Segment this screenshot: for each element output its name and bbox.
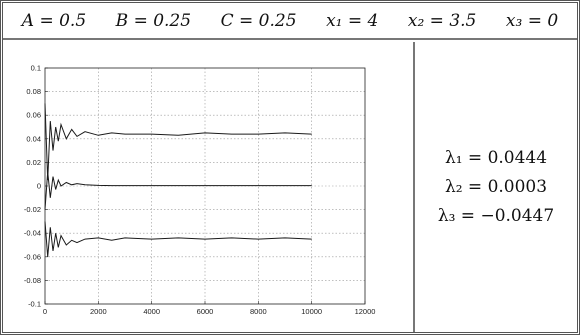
y-tick-label: -0.06 [24,252,41,261]
series-line-3 [44,221,312,257]
lambda-3-value: λ₃ = −0.0447 [437,205,555,226]
y-tick-label: -0.08 [24,276,41,285]
panel-divider [413,42,415,332]
y-tick-label: -0.04 [24,229,41,238]
x-tick-label: 0 [43,307,47,316]
lambda-2-value: λ₂ = 0.0003 [444,176,548,197]
x-tick-label: 8000 [250,307,267,316]
y-tick-label: -0.1 [28,300,41,309]
param-a: A = 0.5 [21,10,87,31]
y-tick-label: 0 [37,182,41,191]
series-line-1 [44,103,312,181]
x-tick-label: 12000 [355,307,376,316]
x-tick-label: 2000 [90,307,107,316]
param-x2: x₂ = 3.5 [407,10,477,31]
y-tick-label: 0.08 [26,87,41,96]
series-line-2 [44,171,312,210]
param-x1: x₁ = 4 [326,10,379,31]
y-tick-label: 0.06 [26,111,41,120]
param-c: C = 0.25 [220,10,297,31]
y-tick-label: 0.1 [31,64,41,73]
lyapunov-chart: 0 2000 4000 6000 8000 10000 12000 0.1 0.08 0.06 0.… [24,64,376,317]
x-tick-label: 10000 [301,307,322,316]
param-b: B = 0.25 [115,10,192,31]
results-panel: λ₁ = 0.0444 λ₂ = 0.0003 λ₃ = −0.0447 [415,42,577,332]
y-tick-label: 0.04 [26,134,41,143]
chart-panel: 0 2000 4000 6000 8000 10000 12000 0.1 0.08 0.06 0.… [3,42,413,332]
param-x3: x₃ = 0 [505,10,559,31]
lambda-1-value: λ₁ = 0.0444 [444,147,548,168]
y-tick-label: 0.02 [26,158,41,167]
parameter-header: A = 0.5 B = 0.25 C = 0.25 x₁ = 4 x₂ = 3.… [3,3,577,40]
y-tick-label: -0.02 [24,205,41,214]
x-tick-label: 6000 [197,307,214,316]
x-tick-label: 4000 [143,307,160,316]
